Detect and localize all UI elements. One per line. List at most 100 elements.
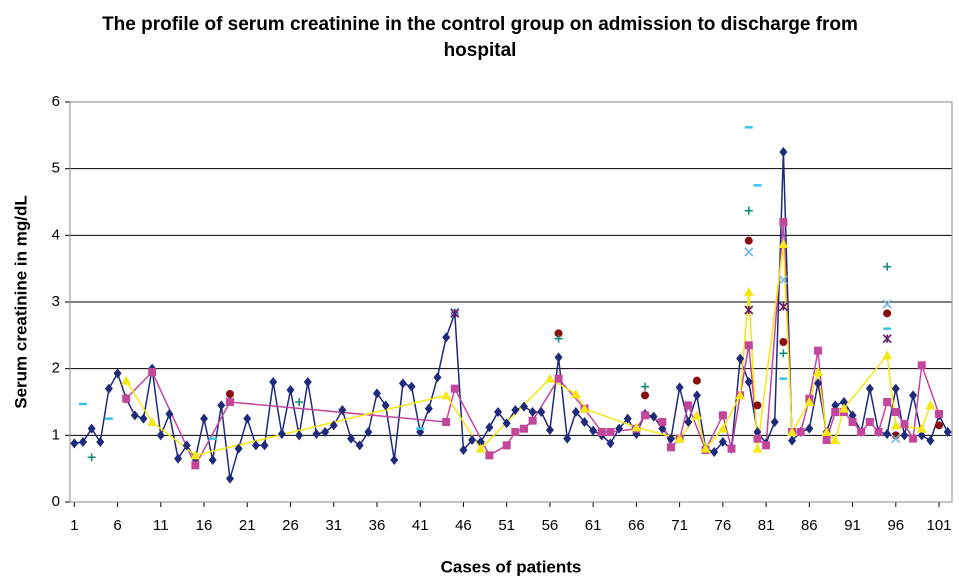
triangle — [778, 239, 789, 248]
marker — [433, 372, 442, 383]
diamond — [130, 410, 139, 421]
marker — [935, 410, 944, 418]
marker — [692, 390, 701, 401]
marker — [390, 455, 399, 465]
marker — [778, 239, 789, 248]
diamond — [675, 382, 684, 393]
diamond — [649, 411, 658, 422]
diamond — [217, 400, 226, 411]
triangle — [441, 390, 452, 400]
marker — [312, 429, 321, 439]
diamond — [813, 378, 822, 389]
marker — [831, 400, 840, 411]
marker — [251, 440, 260, 451]
plus — [554, 334, 563, 343]
asterisk — [450, 308, 460, 318]
marker — [537, 407, 546, 417]
x-tick-label: 41 — [412, 517, 429, 534]
marker — [874, 428, 883, 436]
marker — [295, 430, 304, 441]
triangle — [743, 287, 754, 296]
triangle — [838, 403, 849, 413]
marker — [398, 378, 407, 389]
square — [191, 461, 200, 470]
marker — [511, 405, 520, 415]
triangle — [752, 443, 763, 453]
square — [554, 374, 563, 383]
x — [778, 275, 788, 285]
marker — [641, 391, 650, 400]
marker — [139, 413, 148, 424]
diamond — [770, 417, 779, 427]
marker — [744, 377, 753, 387]
diamond — [666, 433, 675, 444]
marker — [821, 427, 832, 436]
marker — [743, 287, 754, 296]
diamond — [372, 388, 381, 399]
diamond — [156, 430, 165, 441]
diamond — [433, 372, 442, 383]
diamond — [900, 430, 909, 441]
marker — [347, 433, 356, 444]
marker — [718, 411, 727, 420]
diamond — [528, 407, 537, 417]
diamond — [779, 147, 788, 157]
marker — [200, 413, 209, 424]
diamond — [943, 427, 952, 437]
triangle — [830, 435, 841, 444]
marker — [165, 409, 174, 419]
plus — [641, 382, 650, 391]
marker — [475, 443, 486, 453]
marker — [631, 422, 642, 432]
y-tick-label: 5 — [52, 160, 60, 177]
marker — [615, 423, 624, 434]
square — [891, 408, 900, 416]
x-tick-label: 66 — [628, 517, 645, 534]
square — [597, 428, 606, 436]
marker — [752, 443, 763, 453]
marker — [597, 428, 606, 436]
marker — [104, 383, 113, 394]
marker — [666, 433, 675, 444]
marker — [883, 262, 892, 271]
circle — [641, 391, 650, 400]
marker — [736, 353, 745, 364]
diamond — [865, 383, 874, 394]
marker — [762, 441, 771, 450]
diamond — [883, 429, 892, 439]
diamond — [182, 440, 191, 451]
triangle — [787, 427, 798, 436]
marker — [822, 436, 831, 444]
square — [718, 411, 727, 420]
marker — [121, 375, 132, 385]
marker — [883, 429, 892, 439]
marker — [779, 338, 788, 346]
diamond — [295, 430, 304, 441]
diamond — [398, 378, 407, 389]
x-axis-label: Cases of patients — [441, 557, 582, 576]
marker — [718, 437, 727, 447]
square — [450, 384, 459, 393]
diamond — [286, 385, 295, 395]
marker — [502, 418, 511, 429]
marker — [890, 420, 901, 430]
triangle — [570, 389, 581, 398]
square — [528, 416, 537, 425]
marker — [779, 349, 788, 358]
marker — [753, 401, 762, 410]
marker — [217, 400, 226, 411]
diamond — [225, 473, 234, 484]
triangle — [579, 403, 590, 413]
marker — [511, 428, 520, 436]
diamond — [554, 352, 563, 363]
diamond — [658, 423, 667, 434]
diamond — [589, 425, 598, 436]
triangle — [890, 420, 901, 430]
diamond — [329, 420, 338, 431]
triangle — [717, 423, 728, 433]
diamond — [563, 433, 572, 444]
diamond — [606, 438, 615, 449]
marker — [691, 410, 702, 420]
diamond — [338, 405, 347, 415]
